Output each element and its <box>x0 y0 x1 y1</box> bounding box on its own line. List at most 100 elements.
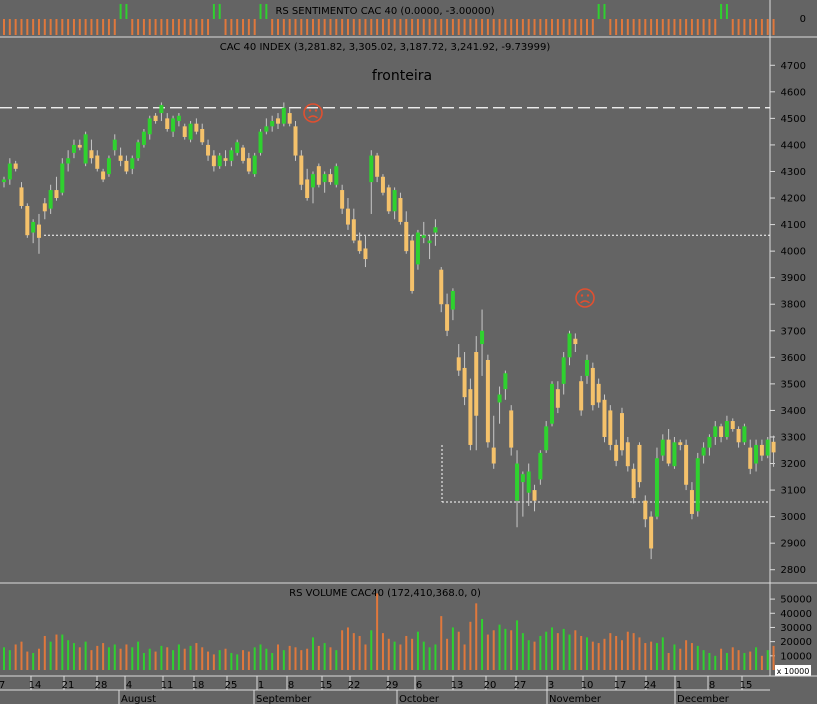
candle <box>287 107 292 127</box>
volume-bar <box>265 648 268 670</box>
volume-bar <box>288 645 291 670</box>
price-tick-label: 2900 <box>781 539 806 550</box>
sentiment-bar <box>422 19 425 35</box>
volume-bar <box>562 628 565 670</box>
sentiment-bar <box>708 19 711 35</box>
day-tick-label: 4 <box>126 680 132 691</box>
volume-tick-label: 10000 <box>780 651 812 662</box>
candle <box>619 407 624 456</box>
sentiment-bar <box>154 19 157 35</box>
sentiment-bar <box>148 19 151 35</box>
candle <box>83 131 88 167</box>
sentiment-bar <box>772 19 775 35</box>
sentiment-bar <box>195 19 198 35</box>
sentiment-bar <box>597 4 600 19</box>
candle <box>328 168 333 185</box>
sentiment-bar <box>3 19 5 35</box>
sentiment-bar <box>84 19 87 35</box>
candle <box>520 471 525 517</box>
volume-bar <box>597 643 600 670</box>
candle <box>736 426 741 448</box>
sentiment-bar <box>236 19 239 35</box>
volume-bar <box>615 635 618 670</box>
volume-bar <box>463 644 466 670</box>
volume-bars <box>3 593 775 670</box>
volume-bar <box>96 645 99 670</box>
candles <box>2 102 776 560</box>
candle <box>252 152 257 177</box>
candle <box>585 354 589 384</box>
sentiment-bar <box>545 19 548 35</box>
volume-bar <box>300 650 303 670</box>
volume-bar <box>405 635 408 670</box>
volume-bar <box>638 637 641 670</box>
volume-bar <box>358 635 361 670</box>
sentiment-bar <box>667 19 670 35</box>
volume-bar <box>690 643 693 670</box>
candle <box>532 484 537 512</box>
volume-bar <box>545 631 548 670</box>
candle <box>707 434 712 456</box>
day-tick-label: 20 <box>484 680 497 691</box>
price-tick-label: 4500 <box>781 114 806 125</box>
candle <box>695 452 700 517</box>
day-tick-label: 7 <box>0 680 5 691</box>
sentiment-bar <box>90 19 93 35</box>
volume-bar <box>644 643 647 670</box>
candle <box>159 102 164 122</box>
candle <box>730 418 735 432</box>
candle <box>211 150 216 172</box>
sentiment-bar <box>49 19 52 35</box>
day-tick-label: 6 <box>416 680 422 691</box>
candle <box>550 381 555 427</box>
candle <box>427 235 432 260</box>
volume-bar <box>294 647 297 670</box>
sentiment-bar <box>282 19 285 35</box>
candle <box>171 115 176 137</box>
sentiment-bar <box>551 19 554 35</box>
sentiment-bar <box>317 19 320 35</box>
candle <box>637 442 642 488</box>
sentiment-bar <box>271 19 274 35</box>
volume-bar <box>533 641 536 670</box>
volume-bar <box>603 638 606 670</box>
volume-bar <box>277 644 280 670</box>
sentiment-bar <box>451 19 454 35</box>
price-tick-label: 4300 <box>781 167 806 178</box>
frown-icon <box>303 103 323 123</box>
day-tick-label: 10 <box>581 680 594 691</box>
volume-bar <box>381 633 384 670</box>
sentiment-bar <box>685 19 688 35</box>
price-tick-label: 3900 <box>781 273 806 284</box>
sentiment-bar <box>346 19 349 35</box>
volume-bar <box>428 647 431 670</box>
candle <box>462 352 467 406</box>
volume-bar <box>673 644 676 670</box>
candle <box>433 219 438 246</box>
sentiment-bar <box>603 4 606 19</box>
volume-bar <box>720 648 723 670</box>
volume-bar <box>586 637 588 670</box>
volume-bar <box>609 633 612 670</box>
x-month-ticks: August September October November December <box>118 690 730 704</box>
candle <box>480 309 485 376</box>
day-tick-label: 15 <box>320 680 333 691</box>
sentiment-bar <box>183 19 186 35</box>
volume-tick-label: 40000 <box>780 609 812 620</box>
volume-bar <box>492 630 495 670</box>
sentiment-bar <box>329 19 332 35</box>
sentiment-bar <box>242 19 245 35</box>
sentiment-bar <box>119 4 122 19</box>
candle <box>398 192 403 225</box>
volume-bar <box>539 635 542 670</box>
candle <box>759 439 764 461</box>
candle <box>258 128 263 156</box>
volume-bar <box>55 634 58 670</box>
candle <box>124 155 129 175</box>
candle <box>48 184 53 214</box>
sentiment-bar <box>434 19 437 35</box>
price-tick-label: 3600 <box>781 353 806 364</box>
sentiment-bar <box>463 19 466 35</box>
day-tick-label: 21 <box>62 680 75 691</box>
volume-bar <box>230 652 233 670</box>
